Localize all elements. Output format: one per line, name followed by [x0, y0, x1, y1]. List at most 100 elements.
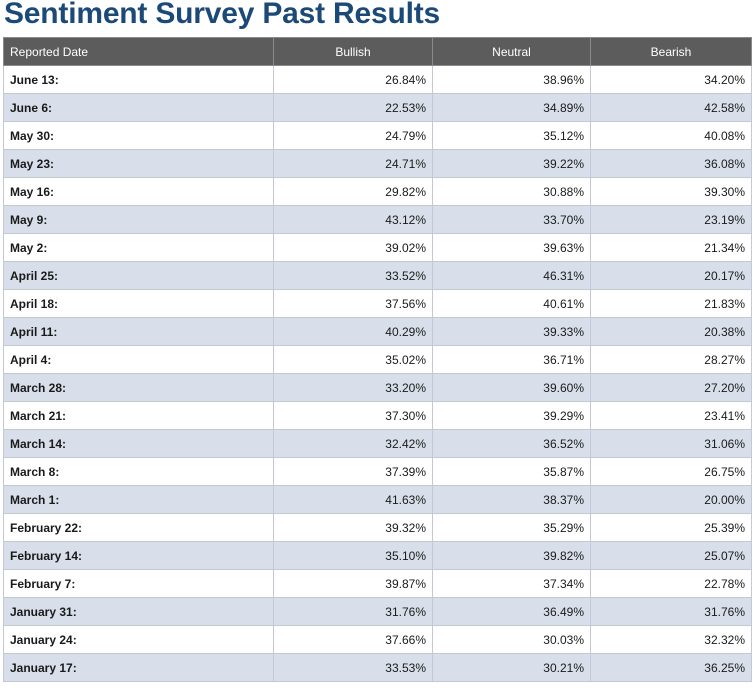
- cell-date: May 16:: [3, 177, 274, 206]
- highlight-bearish-latest: 34.20%: [704, 72, 745, 87]
- cell-bearish: 34.20%: [590, 65, 752, 94]
- cell-date: May 2:: [3, 233, 274, 262]
- cell-bullish: 33.20%: [273, 373, 433, 402]
- cell-neutral: 35.12%: [432, 121, 591, 150]
- cell-neutral: 38.96%: [432, 65, 591, 94]
- cell-date: February 22:: [3, 513, 274, 542]
- cell-date: January 17:: [3, 653, 274, 682]
- cell-neutral: 36.49%: [432, 597, 591, 626]
- table-row: March 28: 33.20% 39.60% 27.20%: [3, 373, 752, 402]
- table-row: June 13: 26.84% 38.96% 34.20%: [3, 65, 752, 94]
- table-row: March 8: 37.39% 35.87% 26.75%: [3, 457, 752, 486]
- cell-neutral: 33.70%: [432, 205, 591, 234]
- cell-date: April 25:: [3, 261, 274, 290]
- cell-date: March 1:: [3, 485, 274, 514]
- cell-bullish: 37.30%: [273, 401, 433, 430]
- cell-bullish: 43.12%: [273, 205, 433, 234]
- table-row: February 22: 39.32% 35.29% 25.39%: [3, 513, 752, 542]
- cell-neutral: 39.22%: [432, 149, 591, 178]
- table-row: April 4: 35.02% 36.71% 28.27%: [3, 345, 752, 374]
- cell-bearish: 28.27%: [590, 345, 752, 374]
- cell-date: March 8:: [3, 457, 274, 486]
- cell-date: March 28:: [3, 373, 274, 402]
- cell-bearish: 32.32%: [590, 625, 752, 654]
- cell-neutral: 30.88%: [432, 177, 591, 206]
- cell-neutral: 34.89%: [432, 93, 591, 122]
- cell-neutral: 35.29%: [432, 513, 591, 542]
- cell-bearish: 27.20%: [590, 373, 752, 402]
- cell-neutral: 39.33%: [432, 317, 591, 346]
- sentiment-results-table: Reported Date Bullish Neutral Bearish Ju…: [3, 37, 752, 682]
- cell-bullish: 37.39%: [273, 457, 433, 486]
- table-row: March 21: 37.30% 39.29% 23.41%: [3, 401, 752, 430]
- cell-neutral: 30.21%: [432, 653, 591, 682]
- cell-neutral: 39.82%: [432, 541, 591, 570]
- cell-bullish: 41.63%: [273, 485, 433, 514]
- cell-bearish: 39.30%: [590, 177, 752, 206]
- cell-date: May 30:: [3, 121, 274, 150]
- table-row: April 18: 37.56% 40.61% 21.83%: [3, 289, 752, 318]
- cell-date: February 7:: [3, 569, 274, 598]
- cell-bearish: 42.58%: [590, 93, 752, 122]
- cell-bullish: 26.84%: [273, 65, 433, 94]
- table-row: April 25: 33.52% 46.31% 20.17%: [3, 261, 752, 290]
- table-row: February 14: 35.10% 39.82% 25.07%: [3, 541, 752, 570]
- cell-bearish: 20.38%: [590, 317, 752, 346]
- table-row: March 1: 41.63% 38.37% 20.00%: [3, 485, 752, 514]
- cell-date: March 21:: [3, 401, 274, 430]
- cell-bearish: 31.76%: [590, 597, 752, 626]
- cell-bearish: 22.78%: [590, 569, 752, 598]
- cell-neutral: 40.61%: [432, 289, 591, 318]
- cell-bearish: 36.25%: [590, 653, 752, 682]
- table-row: June 6: 22.53% 34.89% 42.58%: [3, 93, 752, 122]
- table-row: May 16: 29.82% 30.88% 39.30%: [3, 177, 752, 206]
- cell-date: June 13:: [3, 65, 274, 94]
- cell-bullish: 39.02%: [273, 233, 433, 262]
- table-row: May 23: 24.71% 39.22% 36.08%: [3, 149, 752, 178]
- header-reported-date: Reported Date: [3, 37, 274, 66]
- cell-date: May 9:: [3, 205, 274, 234]
- cell-bearish: 25.07%: [590, 541, 752, 570]
- cell-bullish: 22.53%: [273, 93, 433, 122]
- highlight-bullish-latest: 26.84%: [385, 72, 426, 87]
- cell-neutral: 37.34%: [432, 569, 591, 598]
- cell-bearish: 20.00%: [590, 485, 752, 514]
- cell-bearish: 25.39%: [590, 513, 752, 542]
- cell-date: April 4:: [3, 345, 274, 374]
- cell-bullish: 37.56%: [273, 289, 433, 318]
- cell-date: March 14:: [3, 429, 274, 458]
- cell-bullish: 33.53%: [273, 653, 433, 682]
- cell-neutral: 46.31%: [432, 261, 591, 290]
- table-row: May 9: 43.12% 33.70% 23.19%: [3, 205, 752, 234]
- cell-bearish: 20.17%: [590, 261, 752, 290]
- page-title: Sentiment Survey Past Results: [4, 0, 441, 30]
- cell-bearish: 31.06%: [590, 429, 752, 458]
- cell-bearish: 21.83%: [590, 289, 752, 318]
- cell-neutral: 39.29%: [432, 401, 591, 430]
- cell-date: June 6:: [3, 93, 274, 122]
- table-header: Reported Date Bullish Neutral Bearish: [3, 37, 752, 66]
- cell-bullish: 35.10%: [273, 541, 433, 570]
- cell-neutral: 36.71%: [432, 345, 591, 374]
- cell-bullish: 24.79%: [273, 121, 433, 150]
- cell-bullish: 37.66%: [273, 625, 433, 654]
- cell-neutral: 35.87%: [432, 457, 591, 486]
- header-bullish: Bullish: [273, 37, 433, 66]
- cell-bullish: 40.29%: [273, 317, 433, 346]
- cell-date: April 11:: [3, 317, 274, 346]
- cell-bullish: 39.87%: [273, 569, 433, 598]
- cell-bearish: 26.75%: [590, 457, 752, 486]
- cell-bearish: 23.19%: [590, 205, 752, 234]
- cell-bearish: 36.08%: [590, 149, 752, 178]
- cell-bearish: 23.41%: [590, 401, 752, 430]
- cell-date: January 31:: [3, 597, 274, 626]
- cell-neutral: 30.03%: [432, 625, 591, 654]
- table-row: January 31: 31.76% 36.49% 31.76%: [3, 597, 752, 626]
- cell-date: January 24:: [3, 625, 274, 654]
- table-row: April 11: 40.29% 39.33% 20.38%: [3, 317, 752, 346]
- cell-neutral: 36.52%: [432, 429, 591, 458]
- cell-date: February 14:: [3, 541, 274, 570]
- header-neutral: Neutral: [432, 37, 591, 66]
- cell-bullish: 32.42%: [273, 429, 433, 458]
- table-row: March 14: 32.42% 36.52% 31.06%: [3, 429, 752, 458]
